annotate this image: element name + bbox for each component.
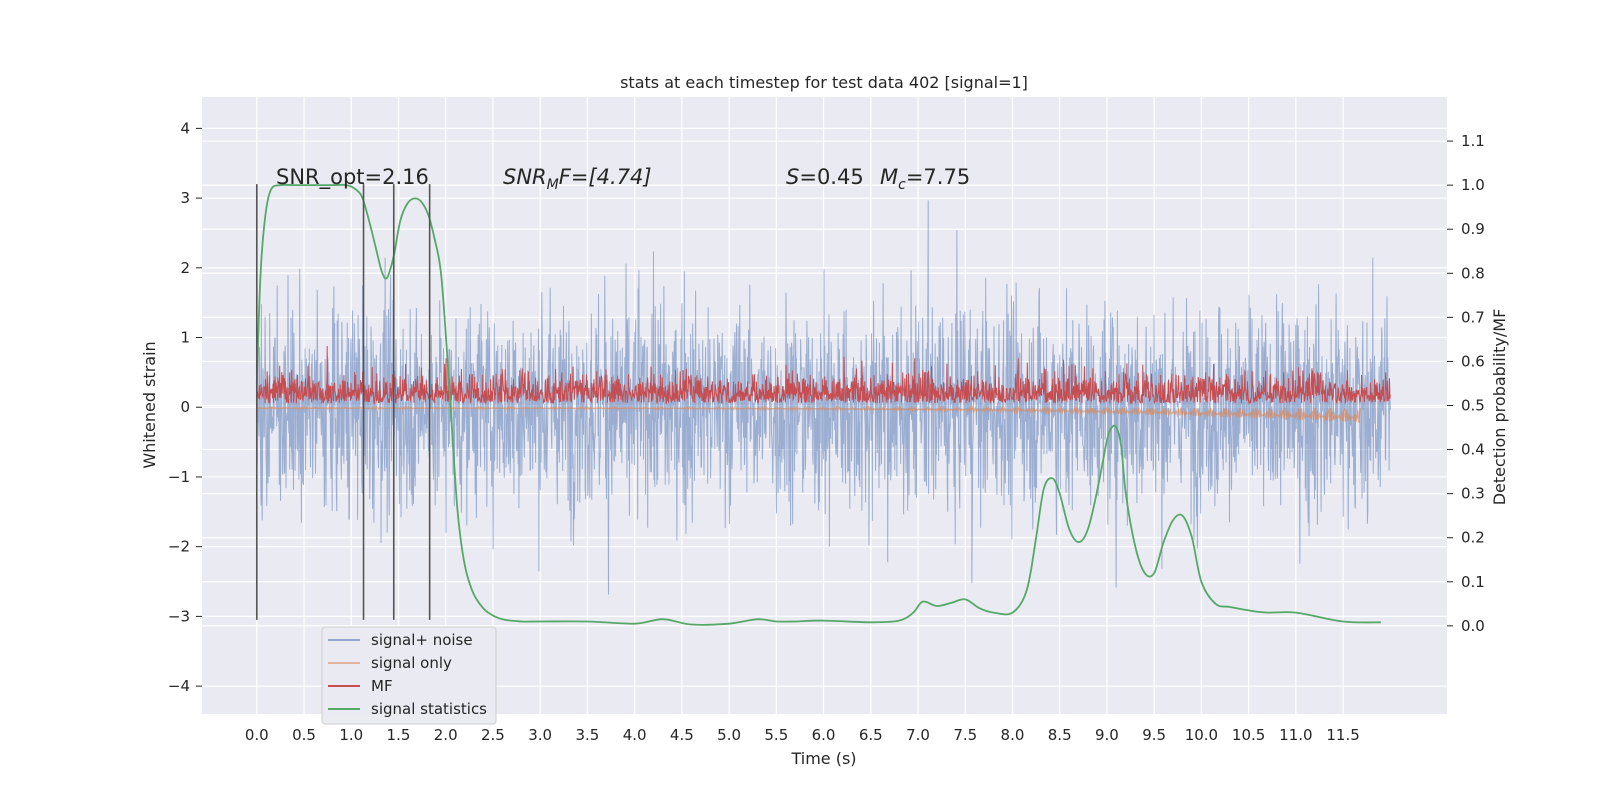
x-tick-label: 3.0: [528, 726, 552, 744]
x-tick-label: 8.5: [1048, 726, 1072, 744]
legend-label-signal: signal only: [371, 654, 452, 672]
y2-tick-label: 0.3: [1461, 485, 1485, 503]
annotation-snr-mf-value: F=[4.74]: [559, 165, 652, 189]
y-tick-label: −3: [168, 607, 190, 625]
x-tick-label: 11.0: [1279, 726, 1312, 744]
x-tick-label: 4.0: [623, 726, 647, 744]
y2-axis-label: Detection probability/MF: [1490, 309, 1509, 506]
annotation-mc-value: =7.75: [906, 165, 970, 189]
y2-tick-label: 1.1: [1461, 132, 1485, 150]
y-tick-label: −4: [168, 677, 190, 695]
annotation-snr-mf: SNRMF=[4.74]: [503, 165, 652, 193]
x-tick-label: 2.0: [434, 726, 458, 744]
y-tick-label: −2: [168, 538, 190, 556]
y-tick-label: 1: [180, 329, 190, 347]
series-mf: [256, 345, 1391, 405]
y2-tick-label: 0.7: [1461, 308, 1485, 326]
legend-label-mf: MF: [371, 677, 393, 695]
x-tick-label: 7.0: [906, 726, 930, 744]
legend-box: [321, 626, 497, 725]
x-tick-label: 6.5: [859, 726, 883, 744]
x-tick-label: 4.5: [670, 726, 694, 744]
ticks: 0.0 0.5 1.0 1.5 2.0 2.5 3.0 3.5 4.0 4.5 5.0 5.5 6.0 6…: [168, 119, 1485, 744]
y-tick-label: 2: [180, 259, 190, 277]
x-axis-label: Time (s): [790, 749, 856, 768]
annotation-snr-mf-symbol: SNR: [503, 165, 547, 189]
series-signal-only: [256, 404, 1361, 423]
x-tick-label: 0.5: [292, 726, 316, 744]
y-tick-label: 3: [180, 189, 190, 207]
y-axis-label: Whitened strain: [140, 341, 159, 468]
x-tick-label: 6.0: [812, 726, 836, 744]
annotation-mc-symbol: M: [880, 165, 898, 189]
y2-tick-label: 0.6: [1461, 352, 1485, 370]
legend-label-noise: signal+ noise: [371, 631, 473, 649]
x-tick-label: 2.5: [481, 726, 505, 744]
annotation-snr-mf-subscript: M: [547, 177, 559, 193]
series-layer: [255, 183, 1391, 626]
chart-title: stats at each timestep for test data 402…: [620, 73, 1028, 92]
y-tick-label: −1: [168, 468, 190, 486]
vlines: [255, 184, 431, 620]
x-tick-label: 9.5: [1142, 726, 1166, 744]
y2-tick-label: 0.1: [1461, 573, 1485, 591]
y2-tick-label: 0.9: [1461, 220, 1485, 238]
x-tick-label: 10.5: [1232, 726, 1265, 744]
x-tick-label: 5.0: [717, 726, 741, 744]
y2-tick-label: 0.4: [1461, 441, 1485, 459]
series-signal-noise: [256, 200, 1391, 595]
x-tick-label: 5.5: [764, 726, 788, 744]
x-tick-label: 8.0: [1001, 726, 1025, 744]
x-tick-label: 9.0: [1095, 726, 1119, 744]
annotation-mc: Mc=7.75: [880, 165, 970, 193]
x-tick-label: 1.0: [339, 726, 363, 744]
legend: signal+ noise signal only MF signal stat…: [321, 626, 497, 725]
y2-tick-label: 0.2: [1461, 529, 1485, 547]
y2-tick-label: 1.0: [1461, 176, 1485, 194]
annotation-s-value: =0.45: [799, 165, 863, 189]
x-tick-label: 7.5: [953, 726, 977, 744]
x-tick-label: 3.5: [575, 726, 599, 744]
y-tick-label: 4: [180, 119, 190, 137]
x-tick-label: 10.0: [1185, 726, 1218, 744]
x-tick-label: 0.0: [245, 726, 269, 744]
legend-label-stats: signal statistics: [371, 700, 487, 718]
y-tick-label: 0: [180, 398, 190, 416]
annotation-mc-subscript: c: [898, 177, 906, 193]
series-signal-statistics: [255, 183, 1381, 626]
y2-tick-label: 0.5: [1461, 397, 1485, 415]
annotation-snr-opt: SNR_opt=2.16: [276, 165, 429, 190]
x-tick-label: 1.5: [387, 726, 411, 744]
annotation-s: S=0.45: [786, 165, 864, 189]
x-tick-label: 11.5: [1326, 726, 1359, 744]
y2-tick-label: 0.0: [1461, 617, 1485, 635]
y2-tick-label: 0.8: [1461, 264, 1485, 282]
annotation-s-symbol: S: [786, 165, 799, 189]
